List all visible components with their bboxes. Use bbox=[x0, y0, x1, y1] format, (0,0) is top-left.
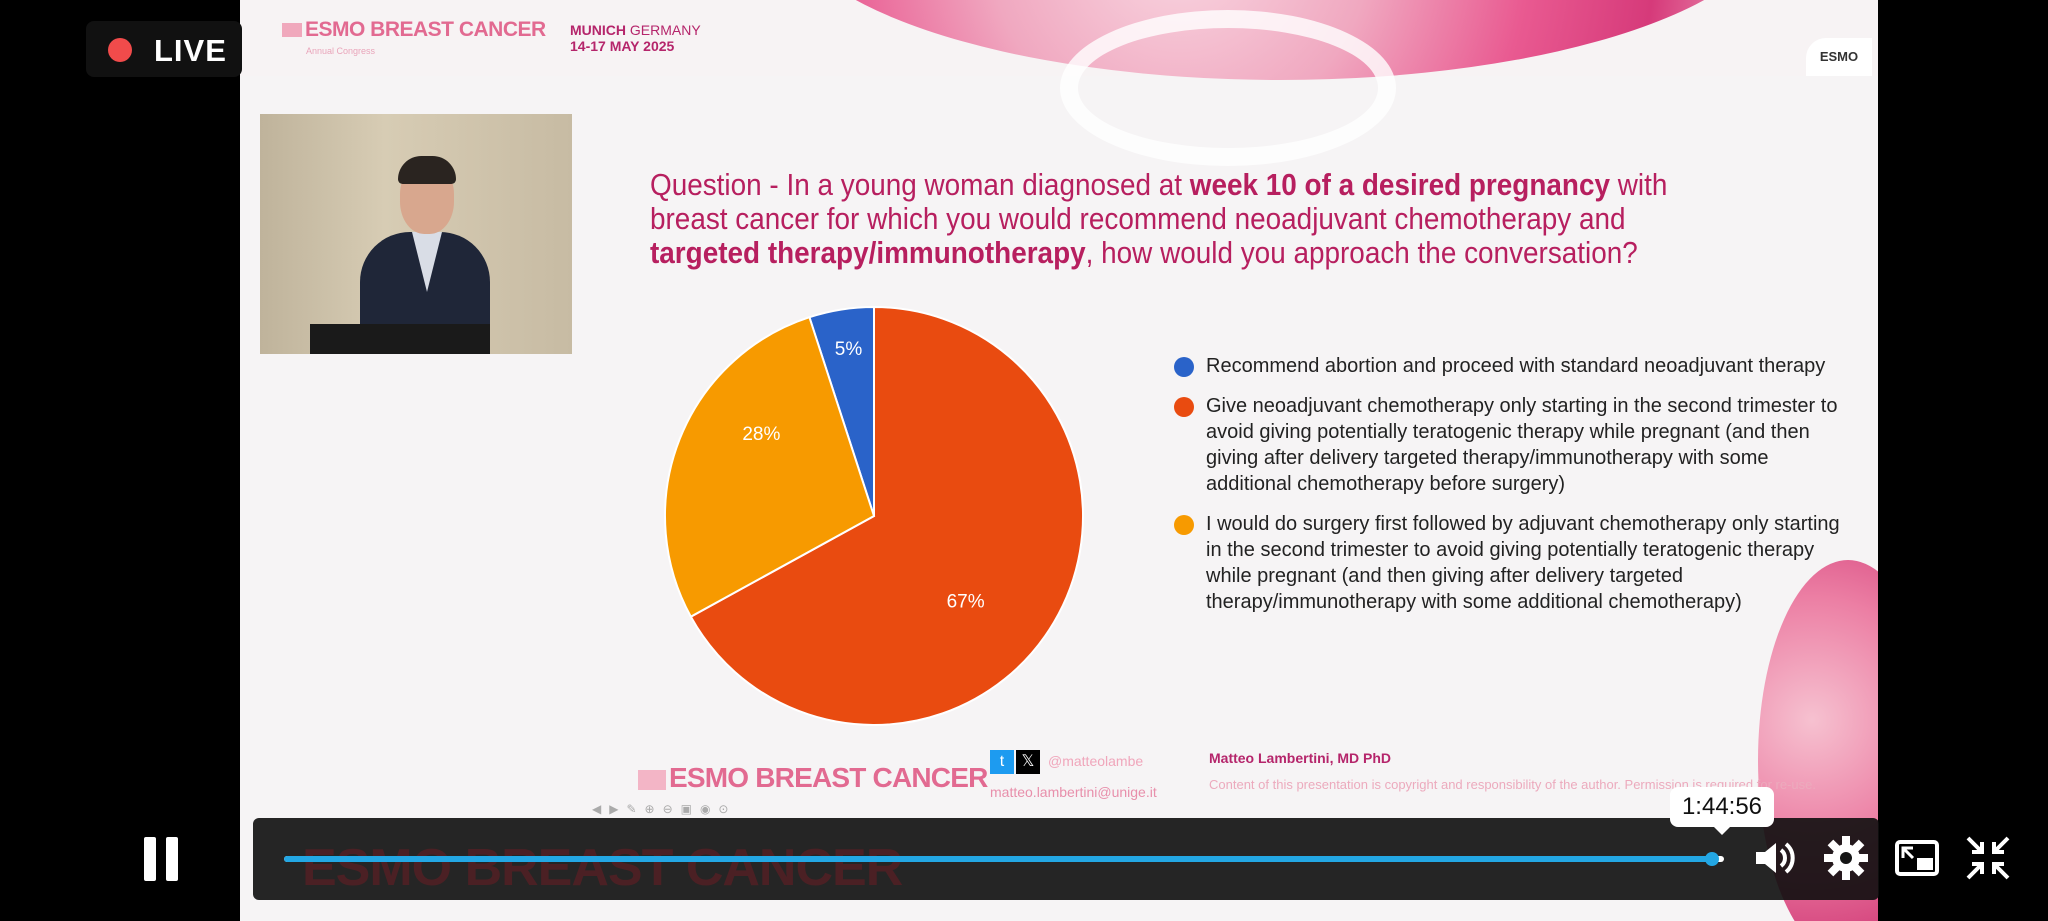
pie-chart: 5% 67% 28% bbox=[664, 306, 1084, 726]
brand-mark-icon bbox=[282, 23, 302, 38]
live-badge: LIVE bbox=[86, 21, 242, 77]
pause-icon-bar bbox=[166, 837, 178, 881]
footer-brand-mark-icon bbox=[638, 769, 666, 790]
pause-icon-bar bbox=[144, 837, 156, 881]
congress-dates: 14-17 MAY 2025 bbox=[570, 38, 675, 54]
question-highlight-2: targeted therapy/immunotherapy bbox=[650, 235, 1086, 270]
seek-bar-progress bbox=[284, 856, 1713, 862]
twitter-icon: t bbox=[990, 750, 1014, 774]
question-text-1: Question - In a young woman diagnosed at bbox=[650, 167, 1190, 202]
background-caption: ESMO BREAST CANCER bbox=[302, 839, 903, 897]
footer-brand-text: ESMO BREAST CANCER bbox=[669, 762, 988, 793]
exit-fullscreen-icon[interactable] bbox=[1964, 834, 2012, 882]
speaker-hair bbox=[398, 156, 456, 184]
twitter-handle: @matteolambe bbox=[1048, 753, 1144, 769]
pie-slice-label: 5% bbox=[835, 339, 863, 360]
legend-item: I would do surgery first followed by adj… bbox=[1172, 511, 1852, 615]
esmo-logo: ESMO bbox=[1806, 38, 1872, 76]
slide-question: Question - In a young woman diagnosed at… bbox=[650, 168, 1712, 270]
live-label: LIVE bbox=[154, 33, 227, 68]
settings-gear-icon[interactable] bbox=[1822, 834, 1870, 882]
current-time-tooltip: 1:44:56 bbox=[1670, 787, 1774, 835]
footer-brand: ESMO BREAST CANCER bbox=[638, 762, 988, 794]
podium bbox=[310, 324, 490, 354]
seek-bar[interactable] bbox=[284, 856, 1724, 862]
location-city: MUNICH bbox=[570, 22, 626, 38]
pause-button[interactable] bbox=[144, 837, 180, 881]
author-name: Matteo Lambertini, MD PhD bbox=[1209, 750, 1392, 766]
congress-brand-subtitle: Annual Congress bbox=[306, 46, 376, 56]
location-country: GERMANY bbox=[629, 22, 701, 38]
chart-legend: Recommend abortion and proceed with stan… bbox=[1172, 353, 1852, 629]
legend-text: I would do surgery first followed by adj… bbox=[1206, 513, 1840, 613]
pie-slice bbox=[689, 306, 1084, 726]
author-email: matteo.lambertini@unige.it bbox=[990, 784, 1157, 800]
legend-dot-blue bbox=[1174, 357, 1194, 377]
slide-nav-icons: ◀▶✎⊕⊖▣◉⊙ bbox=[592, 802, 737, 816]
presentation-slide: ESMO BREAST CANCER Annual Congress MUNIC… bbox=[240, 0, 1878, 921]
congress-brand-text: ESMO BREAST CANCER bbox=[305, 18, 546, 41]
rose-ring-decoration bbox=[1060, 10, 1396, 166]
live-dot-icon bbox=[108, 38, 132, 62]
legend-item: Give neoadjuvant chemotherapy only start… bbox=[1172, 393, 1852, 497]
x-icon: 𝕏 bbox=[1016, 750, 1040, 774]
pie-slice bbox=[664, 315, 876, 619]
seek-bar-handle[interactable] bbox=[1705, 852, 1720, 866]
question-highlight-1: week 10 of a desired pregnancy bbox=[1189, 167, 1610, 202]
legend-text: Recommend abortion and proceed with stan… bbox=[1206, 355, 1826, 377]
legend-text: Give neoadjuvant chemotherapy only start… bbox=[1206, 395, 1838, 495]
legend-dot-orange bbox=[1174, 515, 1194, 535]
slide-banner: ESMO BREAST CANCER Annual Congress MUNIC… bbox=[240, 0, 1878, 166]
congress-brand: ESMO BREAST CANCER bbox=[282, 18, 546, 42]
pie-slice-label: 67% bbox=[947, 592, 985, 613]
legend-item: Recommend abortion and proceed with stan… bbox=[1172, 353, 1852, 379]
pie-slice-label: 28% bbox=[742, 424, 780, 445]
question-text-3: , how would you approach the conversatio… bbox=[1085, 235, 1638, 270]
legend-dot-red bbox=[1174, 397, 1194, 417]
speaker-video-thumbnail bbox=[260, 114, 572, 354]
picture-in-picture-icon[interactable] bbox=[1893, 834, 1941, 882]
congress-location: MUNICH GERMANY 14-17 MAY 2025 bbox=[570, 22, 701, 54]
question-text-2: with breast cancer for which you would r… bbox=[650, 167, 1668, 236]
copyright-notice: Content of this presentation is copyrigh… bbox=[1209, 777, 1816, 792]
volume-icon[interactable] bbox=[1750, 834, 1798, 882]
